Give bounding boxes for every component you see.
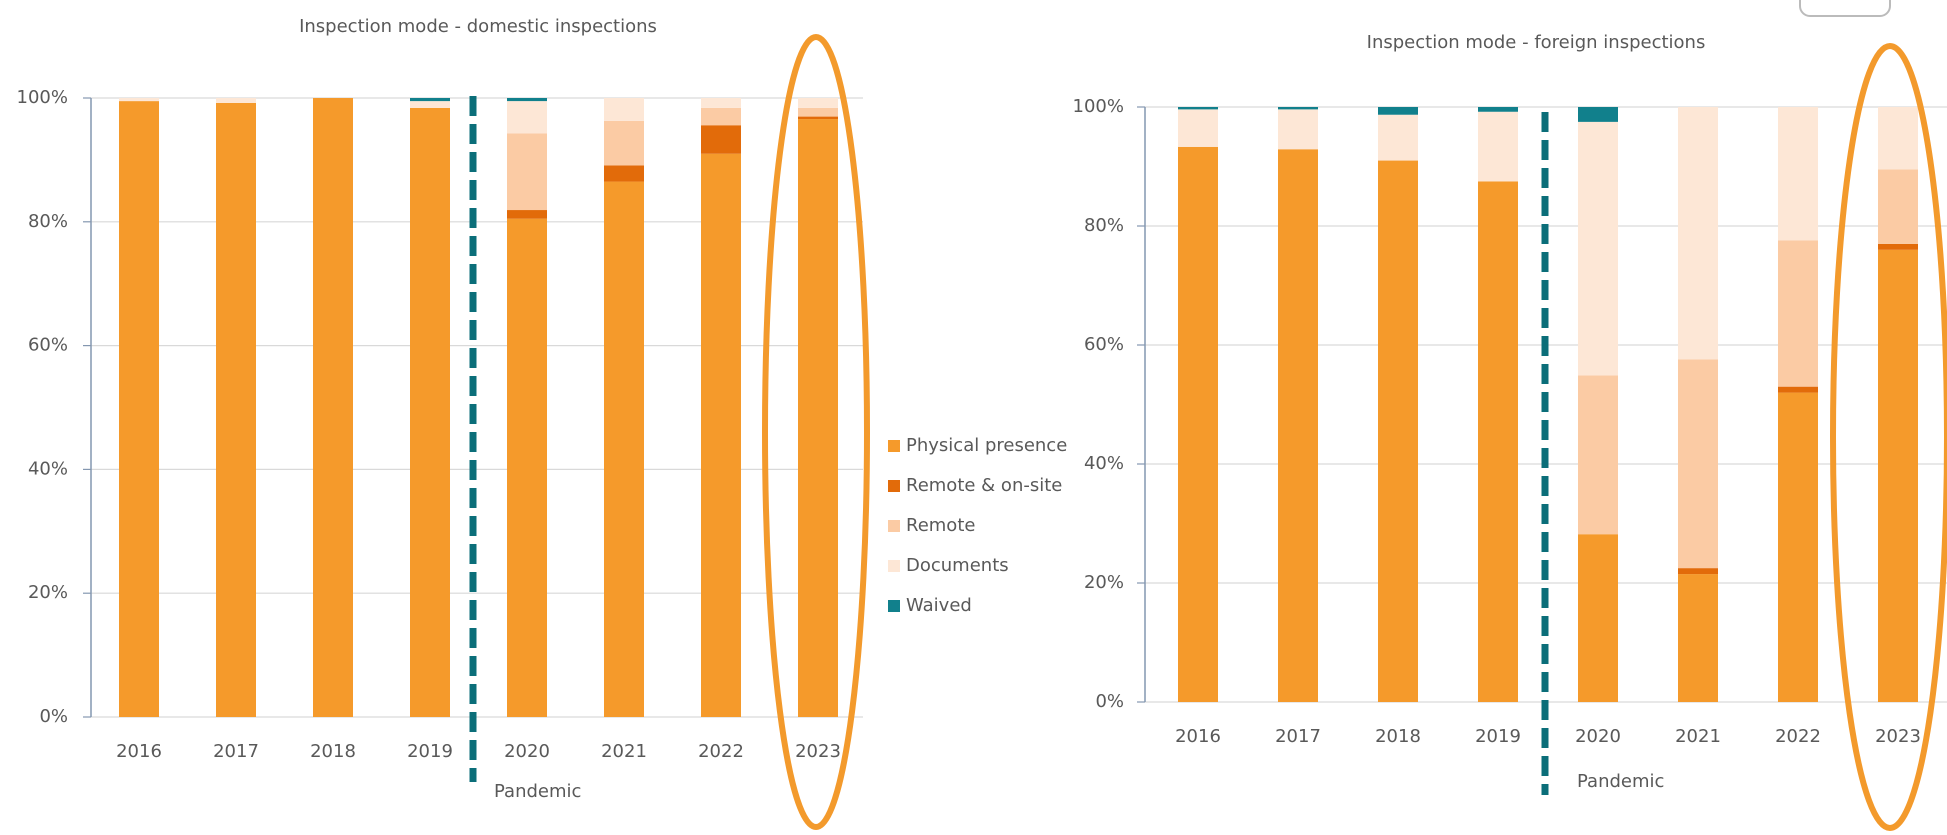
x-tick-label: 2022	[698, 741, 744, 762]
bar-segment	[1578, 107, 1618, 122]
legend-label: Waived	[906, 595, 972, 616]
bar-segment	[1578, 375, 1618, 535]
bar-segment	[1278, 149, 1318, 702]
legend-swatch	[888, 520, 900, 532]
bar-segment	[1678, 107, 1718, 360]
highlight	[762, 34, 870, 830]
bar-segment	[119, 98, 159, 102]
bar-segment	[1878, 107, 1918, 170]
bar-segment	[410, 98, 450, 102]
annotation: Pandemic	[494, 781, 581, 802]
bar-segment	[1778, 240, 1818, 387]
bar-segment	[798, 98, 838, 108]
legend-swatch	[888, 440, 900, 452]
bar-segment	[1378, 160, 1418, 703]
bar-segment	[701, 153, 741, 717]
bar-segment	[1178, 107, 1218, 110]
legend-label: Remote & on-site	[906, 475, 1062, 496]
bar-segment	[216, 102, 256, 717]
bar-segment	[1378, 114, 1418, 161]
bar-segment	[604, 181, 644, 717]
x-tick-label: 2016	[116, 741, 162, 762]
x-tick-label: 2019	[407, 741, 453, 762]
x-tick-label: 2017	[213, 741, 259, 762]
chart-title: Inspection mode - domestic inspections	[299, 16, 657, 37]
x-tick-label: 2016	[1175, 726, 1221, 747]
y-tick-label: 80%	[1084, 215, 1124, 236]
bar-segment	[1878, 169, 1918, 244]
y-tick-label: 60%	[1084, 334, 1124, 355]
y-tick-label: 20%	[28, 582, 68, 603]
legend-label: Documents	[906, 555, 1009, 576]
legend-swatch	[888, 600, 900, 612]
bar-segment	[701, 125, 741, 154]
y-tick-label: 100%	[17, 87, 68, 108]
bar-segment	[119, 101, 159, 718]
y-tick-label: 0%	[39, 706, 68, 727]
x-tick-label: 2021	[1675, 726, 1721, 747]
bar-segment	[507, 98, 547, 102]
y-tick-label: 40%	[28, 458, 68, 479]
bar-segment	[410, 107, 450, 718]
bar-segment	[604, 165, 644, 182]
bar-segment	[798, 107, 838, 117]
chart-title: Inspection mode - foreign inspections	[1367, 32, 1706, 53]
bar-segment	[798, 119, 838, 717]
y-tick-label: 40%	[1084, 453, 1124, 474]
bar-segment	[1678, 359, 1718, 569]
button[interactable]	[1799, 0, 1891, 17]
bar-segment	[1578, 534, 1618, 702]
bar-segment	[1278, 107, 1318, 110]
bar-segment	[216, 98, 256, 103]
legend-label: Physical presence	[906, 435, 1067, 456]
bar-segment	[604, 98, 644, 121]
x-tick-label: 2020	[504, 741, 550, 762]
bar-segment	[1478, 107, 1518, 112]
bar-segment	[507, 101, 547, 134]
bar-segment	[1478, 111, 1518, 182]
bar-segment	[1178, 146, 1218, 703]
bar-segment	[701, 98, 741, 108]
bar-segment	[1478, 181, 1518, 702]
legend-swatch	[888, 560, 900, 572]
bar-segment	[1778, 386, 1818, 393]
bar-segment	[1778, 392, 1818, 702]
bar-segment	[1878, 243, 1918, 250]
x-tick-label: 2020	[1575, 726, 1621, 747]
bar-segment	[507, 133, 547, 211]
bar-segment	[507, 210, 547, 219]
y-tick-label: 100%	[1073, 96, 1124, 117]
bar-segment	[410, 101, 450, 108]
y-tick-label: 0%	[1095, 691, 1124, 712]
bar-segment	[1278, 109, 1318, 150]
x-tick-label: 2023	[795, 741, 841, 762]
bar-segment	[1678, 568, 1718, 575]
x-tick-label: 2023	[1875, 726, 1921, 747]
bar-segment	[1378, 107, 1418, 115]
y-tick-label: 20%	[1084, 572, 1124, 593]
annotation: Pandemic	[1577, 771, 1664, 792]
x-tick-label: 2019	[1475, 726, 1521, 747]
bar-segment	[1678, 574, 1718, 702]
bar-segment	[604, 120, 644, 166]
x-tick-label: 2017	[1275, 726, 1321, 747]
x-tick-label: 2018	[1375, 726, 1421, 747]
x-tick-label: 2021	[601, 741, 647, 762]
bar-segment	[1878, 249, 1918, 703]
bar-segment	[701, 107, 741, 126]
y-tick-label: 80%	[28, 211, 68, 232]
highlight	[1830, 43, 1947, 831]
x-tick-label: 2018	[310, 741, 356, 762]
bar-segment	[1178, 109, 1218, 147]
legend-label: Remote	[906, 515, 975, 536]
y-tick-label: 60%	[28, 335, 68, 356]
bar-segment	[1778, 107, 1818, 241]
legend-swatch	[888, 480, 900, 492]
x-tick-label: 2022	[1775, 726, 1821, 747]
bar-segment	[507, 218, 547, 717]
bar-segment	[313, 98, 353, 717]
bar-segment	[798, 116, 838, 120]
bar-segment	[1578, 121, 1618, 376]
